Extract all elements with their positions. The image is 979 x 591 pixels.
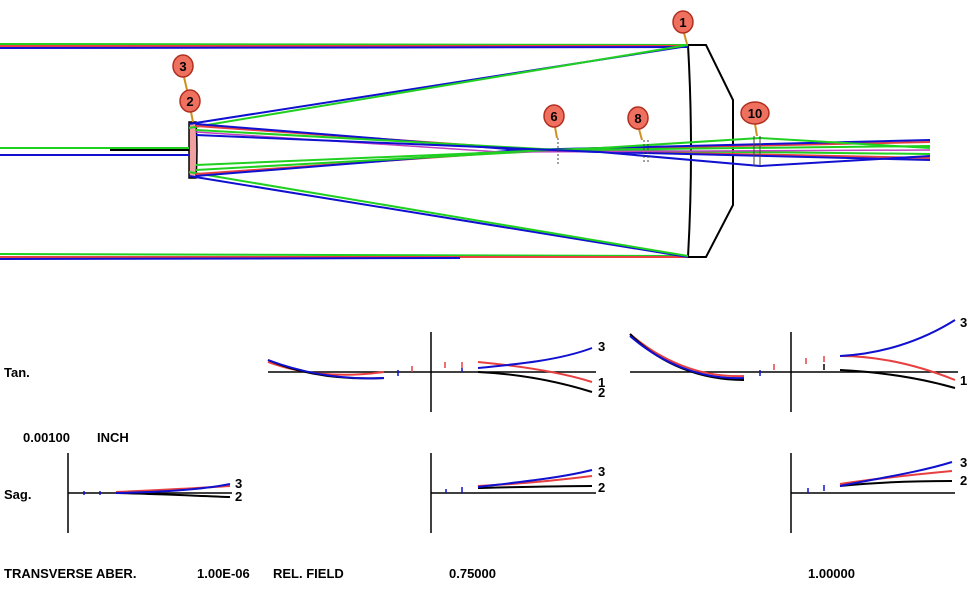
tan-full-curve-3 bbox=[839, 319, 956, 357]
tan-full-label-1: 1 bbox=[960, 373, 967, 388]
surface-badge: 10 bbox=[740, 101, 770, 137]
sag-axis-label-2: 2 bbox=[235, 489, 242, 504]
surface-badge: 1 bbox=[672, 10, 694, 45]
converge-blue-3 bbox=[195, 134, 931, 168]
secondary-mirror bbox=[188, 121, 198, 179]
tan-mid-left-red bbox=[267, 361, 385, 376]
surface-badge-label: 6 bbox=[550, 109, 557, 124]
surface-badge: 3 bbox=[172, 54, 194, 91]
sag-axis-curve-3 bbox=[115, 483, 231, 494]
ray-bottom-green bbox=[0, 253, 689, 257]
ray-top-green bbox=[0, 43, 689, 46]
sag-full-curve-1 bbox=[839, 470, 953, 485]
surface-badges: 1 3 2 6 8 10 bbox=[172, 10, 770, 141]
exponent-label: 1.00E-06 bbox=[197, 566, 250, 581]
tan-mid-label-3: 3 bbox=[598, 339, 605, 354]
tan-mid-label-2: 2 bbox=[598, 385, 605, 400]
tan-mid-curve-1 bbox=[477, 361, 593, 383]
surface-badge-label: 2 bbox=[186, 94, 193, 109]
tan-mid-left-blue bbox=[267, 359, 385, 380]
surface-badge: 8 bbox=[627, 106, 649, 141]
rel-field-label: REL. FIELD bbox=[273, 566, 344, 581]
surface-badge-label: 8 bbox=[634, 111, 641, 126]
sag-full-label-3: 3 bbox=[960, 455, 967, 470]
ray-bottom-blue bbox=[0, 257, 461, 260]
reflect-bottom-green bbox=[188, 171, 689, 257]
transverse-aber-label: TRANSVERSE ABER. bbox=[4, 566, 137, 581]
tan-full-dots bbox=[759, 356, 825, 376]
sag-full-curve-2 bbox=[839, 480, 953, 487]
sag-plot-full-field: 3 2 bbox=[790, 453, 967, 533]
surface-badge: 6 bbox=[543, 104, 565, 139]
sag-full-label-2: 2 bbox=[960, 473, 967, 488]
field-mid-value: 0.75000 bbox=[449, 566, 496, 581]
converge-blue-2 bbox=[195, 139, 931, 177]
tan-plot-mid-field: 3 1 2 bbox=[267, 332, 605, 412]
sag-row-label: Sag. bbox=[4, 487, 32, 502]
sag-mid-label-3: 3 bbox=[598, 464, 605, 479]
sag-axis-label-3: 3 bbox=[235, 476, 242, 491]
ray-top-blue bbox=[0, 46, 689, 49]
ray-trace-layout bbox=[0, 43, 931, 260]
sag-mid-curve-2 bbox=[477, 485, 593, 489]
tan-full-curve-1 bbox=[839, 355, 956, 381]
tan-mid-curve-3 bbox=[477, 347, 593, 369]
surface-badge-label: 1 bbox=[679, 15, 686, 30]
tan-mid-dots bbox=[397, 362, 463, 376]
tan-full-left-blue bbox=[629, 335, 745, 380]
sag-plot-mid-field: 3 2 bbox=[430, 453, 605, 533]
surface-badge: 2 bbox=[179, 89, 201, 123]
tan-mid-label-1: 1 bbox=[598, 375, 605, 390]
field-full-value: 1.00000 bbox=[808, 566, 855, 581]
sag-full-curve-3 bbox=[839, 461, 953, 487]
sag-plot-axis: 3 2 bbox=[67, 453, 242, 533]
tan-full-label-3: 3 bbox=[960, 315, 967, 330]
scale-value: 0.00100 bbox=[23, 430, 70, 445]
surface-badge-label: 3 bbox=[179, 59, 186, 74]
tan-full-curve-2 bbox=[839, 369, 956, 389]
scale-unit: INCH bbox=[97, 430, 129, 445]
tan-mid-curve-2 bbox=[477, 371, 593, 393]
reflect-top-green bbox=[188, 44, 689, 129]
tan-plot-full-field: 3 1 bbox=[629, 315, 967, 412]
tan-full-left-black bbox=[629, 333, 745, 381]
surface-badge-label: 10 bbox=[748, 106, 762, 121]
sag-mid-label-2: 2 bbox=[598, 480, 605, 495]
sag-mid-curve-3 bbox=[477, 469, 593, 488]
reflect-bottom-blue bbox=[188, 175, 689, 258]
converge-green-3 bbox=[195, 136, 931, 166]
tan-row-label: Tan. bbox=[4, 365, 30, 380]
